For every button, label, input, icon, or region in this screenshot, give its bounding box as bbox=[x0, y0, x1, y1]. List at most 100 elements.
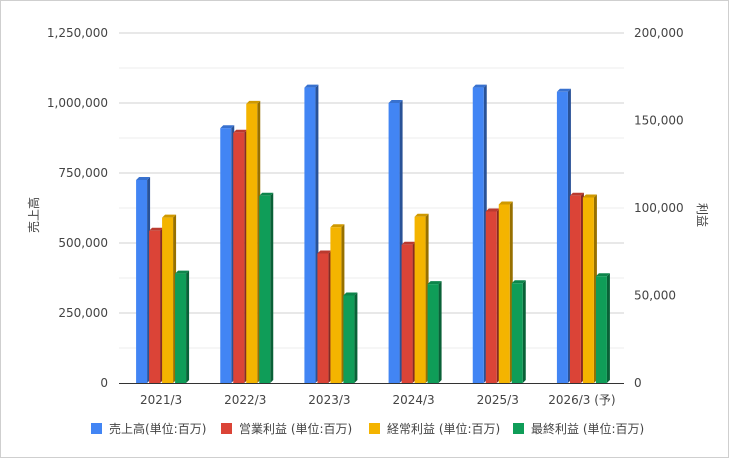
category-label: 2022/3 bbox=[224, 393, 266, 407]
bar-top bbox=[401, 241, 416, 245]
bar bbox=[511, 280, 526, 383]
bar bbox=[343, 292, 358, 383]
bar bbox=[149, 227, 164, 383]
bar bbox=[485, 208, 500, 383]
right-tick-label: 50,000 bbox=[634, 289, 676, 303]
bar bbox=[330, 224, 345, 383]
bar-top bbox=[595, 273, 610, 277]
right-tick-label: 0 bbox=[634, 376, 642, 390]
bar-front bbox=[259, 195, 271, 383]
bar-front bbox=[511, 283, 523, 383]
right-tick-label: 150,000 bbox=[634, 114, 684, 128]
bar-front bbox=[427, 284, 439, 383]
bar bbox=[401, 241, 416, 383]
left-tick-label: 750,000 bbox=[58, 166, 108, 180]
left-tick-label: 500,000 bbox=[58, 236, 108, 250]
bar-front bbox=[149, 230, 161, 383]
bar-top bbox=[136, 177, 151, 180]
bars bbox=[136, 84, 610, 384]
bar-front bbox=[595, 276, 607, 383]
bar-front bbox=[582, 197, 594, 383]
bar-side bbox=[522, 280, 526, 383]
bar bbox=[472, 84, 487, 383]
bar-front bbox=[175, 273, 187, 383]
category-label: 2026/3 (予) bbox=[548, 393, 615, 407]
legend-swatch bbox=[91, 423, 102, 434]
bar-top bbox=[414, 213, 429, 217]
bar-top bbox=[233, 129, 248, 133]
bar-top bbox=[259, 192, 274, 196]
left-tick-label: 250,000 bbox=[58, 306, 108, 320]
bar-side bbox=[606, 273, 610, 383]
bar bbox=[556, 88, 571, 384]
bar-top bbox=[582, 194, 597, 198]
right-tick-label: 100,000 bbox=[634, 201, 684, 215]
bar-front bbox=[401, 244, 413, 383]
legend-swatch bbox=[221, 423, 232, 434]
bar-front bbox=[330, 227, 342, 383]
legend-label: 経常利益 (単位:百万) bbox=[387, 421, 500, 436]
bar-front bbox=[556, 91, 568, 384]
legend-label: 売上高(単位:百万) bbox=[109, 421, 206, 436]
bar-top bbox=[149, 227, 164, 231]
bar-top bbox=[317, 250, 332, 254]
bar-front bbox=[498, 204, 510, 383]
bar bbox=[162, 214, 177, 383]
category-label: 2025/3 bbox=[477, 393, 519, 407]
bar-top bbox=[569, 192, 584, 196]
bar-top bbox=[246, 100, 261, 104]
bar bbox=[595, 273, 610, 383]
left-tick-label: 0 bbox=[100, 376, 108, 390]
bar-top bbox=[556, 88, 571, 92]
bar bbox=[427, 281, 442, 383]
legend-swatch bbox=[513, 423, 524, 434]
bar-front bbox=[136, 180, 148, 383]
bar bbox=[233, 129, 248, 383]
bar-front bbox=[569, 195, 581, 383]
bar bbox=[304, 84, 319, 383]
bar-front bbox=[485, 211, 497, 383]
bar-front bbox=[472, 87, 484, 383]
bar bbox=[259, 192, 274, 383]
right-axis-ticks: 0 50,000 100,000 150,000 200,000 bbox=[634, 26, 684, 390]
bar-top bbox=[343, 292, 358, 296]
legend-swatch bbox=[369, 423, 380, 434]
bar bbox=[498, 201, 513, 383]
right-tick-label: 200,000 bbox=[634, 26, 684, 40]
grid-lines bbox=[119, 32, 624, 349]
category-label: 2023/3 bbox=[308, 393, 350, 407]
bar-front bbox=[246, 103, 258, 383]
bar bbox=[246, 100, 261, 383]
bar bbox=[414, 213, 429, 383]
bar bbox=[220, 125, 235, 383]
category-label: 2021/3 bbox=[140, 393, 182, 407]
bar-front bbox=[304, 87, 316, 383]
bar-front bbox=[414, 216, 426, 383]
bar-top bbox=[175, 270, 190, 274]
left-axis-label: 売上高 bbox=[26, 197, 41, 233]
bar bbox=[388, 100, 403, 383]
bar-front bbox=[388, 103, 400, 383]
right-axis-label: 利益 bbox=[695, 203, 709, 227]
bar bbox=[582, 194, 597, 383]
bar bbox=[317, 250, 332, 383]
bar-front bbox=[233, 132, 245, 383]
legend: 売上高(単位:百万) 営業利益 (単位:百万) 経常利益 (単位:百万) 最終利益 (… bbox=[91, 421, 644, 436]
bar-front bbox=[162, 217, 174, 383]
category-labels: 2021/3 2022/3 2023/3 2024/3 2025/3 2026/3 (予) bbox=[140, 393, 616, 407]
bar-top bbox=[511, 280, 526, 284]
left-tick-label: 1,000,000 bbox=[47, 96, 108, 110]
left-axis-ticks: 0 250,000 500,000 750,000 1,000,000 1,250,000 bbox=[47, 26, 108, 390]
legend-item: 最終利益 (単位:百万) bbox=[513, 421, 644, 436]
category-label: 2024/3 bbox=[392, 393, 434, 407]
bar-side bbox=[270, 192, 274, 383]
bar-side bbox=[354, 292, 358, 383]
bar-top bbox=[330, 224, 345, 228]
left-tick-label: 1,250,000 bbox=[47, 26, 108, 40]
bar-top bbox=[472, 84, 487, 88]
bar bbox=[569, 192, 584, 383]
legend-label: 営業利益 (単位:百万) bbox=[239, 421, 352, 436]
bar-top bbox=[220, 125, 235, 129]
